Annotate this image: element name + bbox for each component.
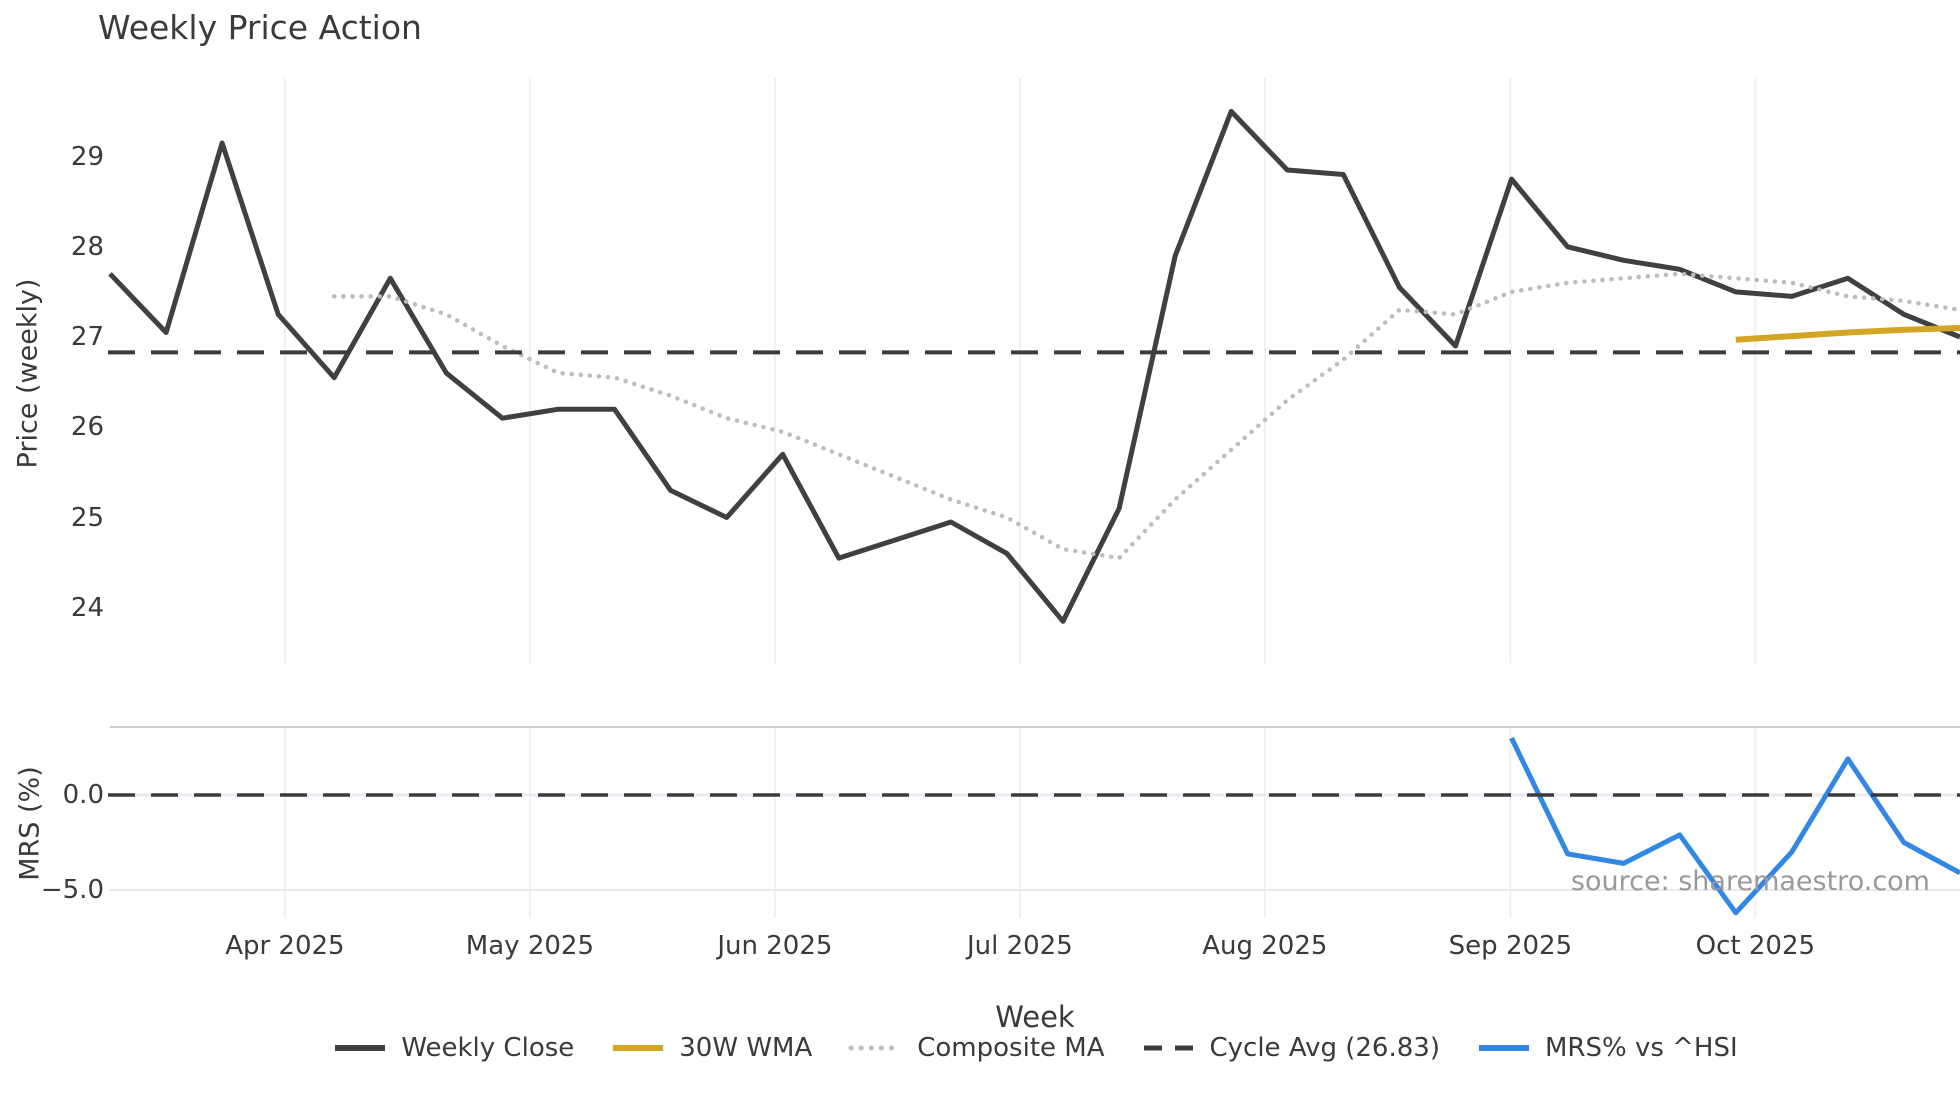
x-axis-title: Week [995,1000,1075,1034]
legend-item-mrs-vs-hsi: MRS% vs ^HSI [1476,1033,1738,1063]
price-ytick-label: 28 [70,231,104,262]
price-ytick-label: 29 [70,141,104,172]
price-ytick-label: 26 [70,412,104,443]
legend-item-cycle-avg-26-83-: Cycle Avg (26.83) [1141,1033,1440,1063]
series-weekly-close [108,108,1960,624]
legend-item-composite-ma: Composite MA [848,1033,1105,1063]
legend-label: Composite MA [917,1033,1105,1063]
price-ytick-label: 24 [70,592,104,623]
x-tick-label: May 2025 [465,931,594,961]
mrs-ytick-label: 0.0 [62,780,104,810]
x-tick-label: Oct 2025 [1695,931,1816,961]
series-composite-ma [331,271,1960,561]
legend-swatch [1478,1045,1529,1051]
price-ytick-label: 25 [70,502,104,533]
price-ytick-label: 27 [70,322,104,352]
x-tick-label: Sep 2025 [1448,931,1573,961]
mrs-ytick-label: −5.0 [40,875,104,905]
legend-label: Weekly Close [401,1033,575,1063]
legend-item-30w-wma: 30W WMA [610,1033,812,1063]
x-tick-label: Apr 2025 [225,931,345,961]
x-tick-label: Jun 2025 [717,931,833,961]
legend-label: Cycle Avg (26.83) [1209,1033,1440,1063]
page-title: Weekly Price Action [98,8,422,47]
legend-item-weekly-close: Weekly Close [332,1033,574,1063]
legend-swatch [1143,1045,1194,1051]
legend-swatch [613,1045,664,1051]
legend-label: 30W WMA [679,1033,813,1063]
price-axis-label: Price (weekly) [12,278,44,469]
legend-swatch [335,1045,386,1051]
legend-swatch [848,1045,904,1051]
x-tick-label: Jul 2025 [966,931,1073,961]
source-note: source: sharemaestro.com [1570,866,1930,897]
legend: Weekly Close 30W WMA Composite MA Cycle Avg… [110,1033,1960,1063]
legend-label: MRS% vs ^HSI [1544,1033,1738,1063]
series-mrs-vs-hsi [1509,736,1960,916]
series-30w-wma [1735,325,1960,343]
x-tick-label: Aug 2025 [1202,931,1328,961]
